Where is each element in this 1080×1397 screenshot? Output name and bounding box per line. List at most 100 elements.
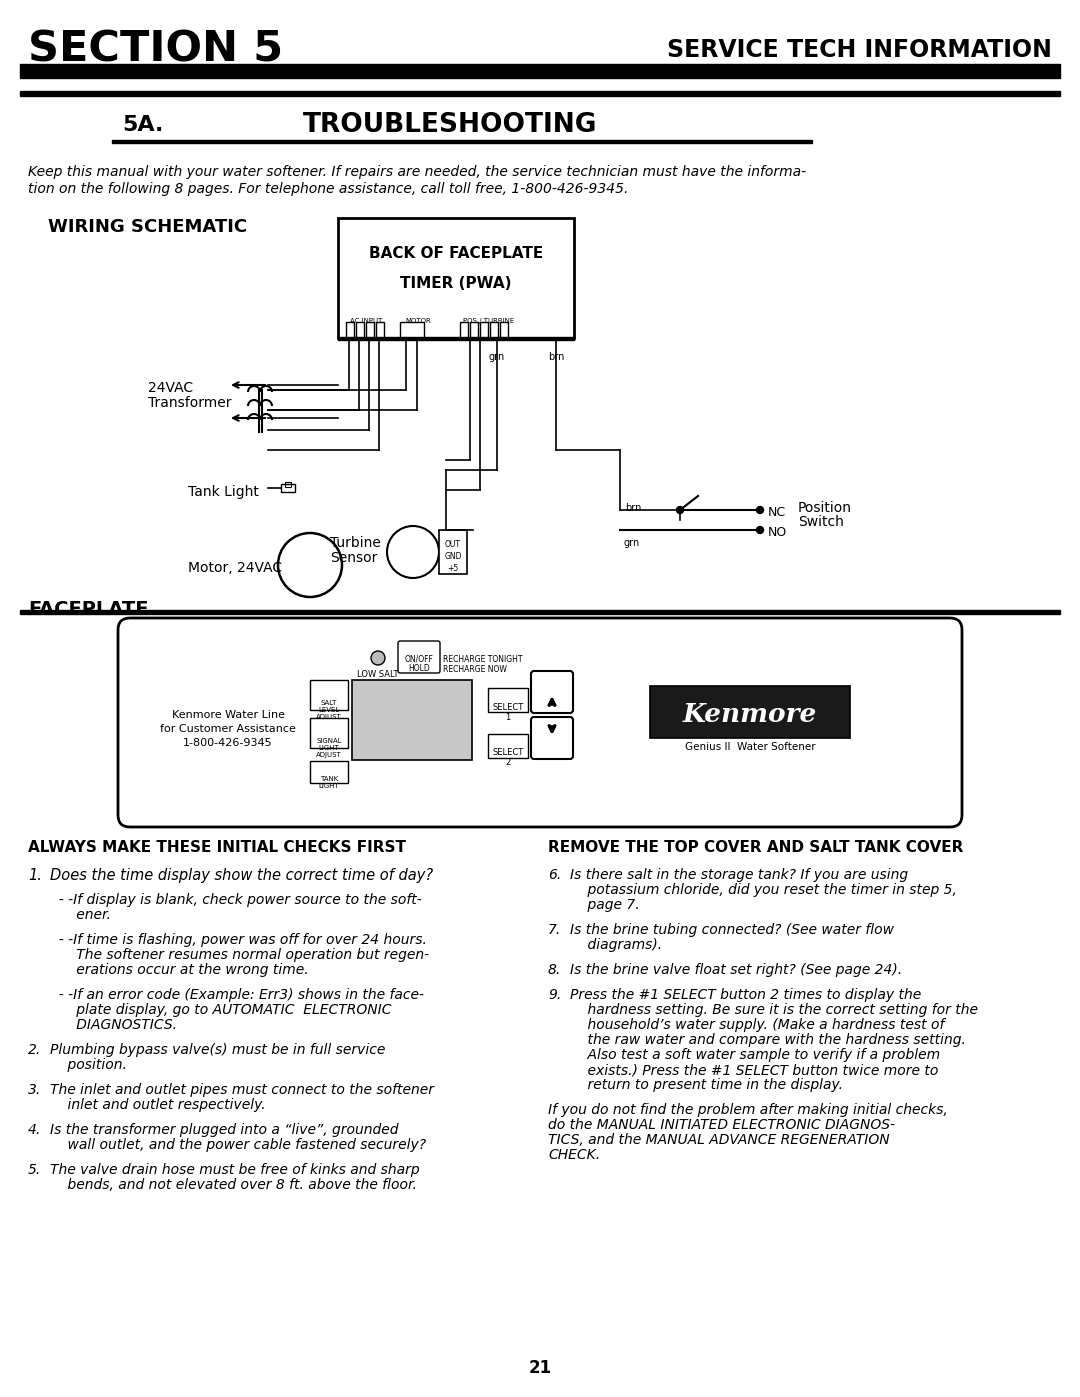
Text: 8.: 8. bbox=[548, 963, 562, 977]
Text: The inlet and outlet pipes must connect to the softener: The inlet and outlet pipes must connect … bbox=[50, 1083, 434, 1097]
Text: POS / TURBINE: POS / TURBINE bbox=[463, 319, 514, 324]
Text: erations occur at the wrong time.: erations occur at the wrong time. bbox=[50, 963, 309, 977]
Text: 9.: 9. bbox=[548, 988, 562, 1002]
Text: 6.: 6. bbox=[548, 868, 562, 882]
Text: Motor, 24VAC: Motor, 24VAC bbox=[188, 562, 282, 576]
Text: position.: position. bbox=[50, 1058, 126, 1071]
Bar bbox=[376, 321, 384, 338]
Text: Keep this manual with your water softener. If repairs are needed, the service te: Keep this manual with your water softene… bbox=[28, 165, 806, 179]
Text: Kenmore: Kenmore bbox=[683, 701, 818, 726]
Bar bbox=[310, 680, 348, 710]
Text: Position: Position bbox=[798, 502, 852, 515]
Text: brn: brn bbox=[548, 352, 564, 362]
Text: Genius II  Water Softener: Genius II Water Softener bbox=[685, 742, 815, 752]
Text: TIMER (PWA): TIMER (PWA) bbox=[401, 275, 512, 291]
Bar bbox=[112, 140, 812, 142]
Bar bbox=[490, 321, 498, 338]
Text: 5.: 5. bbox=[28, 1162, 41, 1178]
Text: SELECT
1: SELECT 1 bbox=[492, 703, 524, 722]
Text: FACEPLATE: FACEPLATE bbox=[28, 599, 149, 619]
Text: 21: 21 bbox=[528, 1359, 552, 1377]
Bar bbox=[281, 483, 295, 492]
Text: grn: grn bbox=[623, 538, 639, 548]
Text: potassium chloride, did you reset the timer in step 5,: potassium chloride, did you reset the ti… bbox=[570, 883, 957, 897]
Text: CHECK.: CHECK. bbox=[548, 1148, 600, 1162]
Bar bbox=[352, 680, 472, 760]
Bar bbox=[400, 321, 424, 338]
Bar bbox=[460, 321, 468, 338]
Text: NC: NC bbox=[768, 507, 786, 520]
Text: OUT: OUT bbox=[445, 541, 461, 549]
Text: Plumbing bypass valve(s) must be in full service: Plumbing bypass valve(s) must be in full… bbox=[50, 1044, 386, 1058]
Text: TANK
LIGHT: TANK LIGHT bbox=[319, 775, 339, 789]
Text: bends, and not elevated over 8 ft. above the floor.: bends, and not elevated over 8 ft. above… bbox=[50, 1178, 417, 1192]
Text: MOTOR: MOTOR bbox=[405, 319, 431, 324]
Circle shape bbox=[676, 507, 684, 514]
Text: page 7.: page 7. bbox=[570, 898, 639, 912]
Text: do the MANUAL INITIATED ELECTRONIC DIAGNOS-: do the MANUAL INITIATED ELECTRONIC DIAGN… bbox=[548, 1118, 895, 1132]
Bar bbox=[470, 321, 478, 338]
Bar bbox=[438, 529, 467, 574]
Bar bbox=[338, 218, 573, 338]
Text: ener.: ener. bbox=[50, 908, 111, 922]
Bar bbox=[488, 733, 528, 759]
Bar bbox=[480, 321, 488, 338]
Text: The valve drain hose must be free of kinks and sharp: The valve drain hose must be free of kin… bbox=[50, 1162, 420, 1178]
Text: 24VAC: 24VAC bbox=[148, 381, 193, 395]
Circle shape bbox=[372, 651, 384, 665]
Text: Sensor: Sensor bbox=[330, 550, 377, 564]
Text: - -If an error code (Example: Err3) shows in the face-: - -If an error code (Example: Err3) show… bbox=[50, 988, 424, 1002]
Text: grn: grn bbox=[489, 352, 505, 362]
Text: TICS, and the MANUAL ADVANCE REGENERATION: TICS, and the MANUAL ADVANCE REGENERATIO… bbox=[548, 1133, 890, 1147]
Text: return to present time in the display.: return to present time in the display. bbox=[570, 1078, 843, 1092]
Text: SECTION 5: SECTION 5 bbox=[28, 29, 283, 71]
Bar bbox=[285, 482, 291, 488]
Circle shape bbox=[756, 527, 764, 534]
Text: tion on the following 8 pages. For telephone assistance, call toll free, 1-800-4: tion on the following 8 pages. For telep… bbox=[28, 182, 629, 196]
Text: brn: brn bbox=[625, 503, 642, 513]
Bar bbox=[310, 718, 348, 747]
Text: Turbine: Turbine bbox=[330, 536, 381, 550]
Text: Is the brine valve float set right? (See page 24).: Is the brine valve float set right? (See… bbox=[570, 963, 902, 977]
Text: SERVICE TECH INFORMATION: SERVICE TECH INFORMATION bbox=[667, 38, 1052, 61]
Text: GND: GND bbox=[444, 552, 462, 562]
Bar bbox=[21, 64, 1059, 78]
Text: Kenmore Water Line
for Customer Assistance
1-800-426-9345: Kenmore Water Line for Customer Assistan… bbox=[160, 710, 296, 747]
Text: DIAGNOSTICS.: DIAGNOSTICS. bbox=[50, 1018, 177, 1032]
Text: ALWAYS MAKE THESE INITIAL CHECKS FIRST: ALWAYS MAKE THESE INITIAL CHECKS FIRST bbox=[28, 840, 406, 855]
Text: RECHARGE TONIGHT
RECHARGE NOW: RECHARGE TONIGHT RECHARGE NOW bbox=[443, 655, 523, 675]
FancyBboxPatch shape bbox=[118, 617, 962, 827]
Text: SALT
LEVEL
ADJUST: SALT LEVEL ADJUST bbox=[316, 700, 342, 719]
Text: 4.: 4. bbox=[28, 1123, 41, 1137]
Bar bbox=[21, 610, 1059, 615]
Text: the raw water and compare with the hardness setting.: the raw water and compare with the hardn… bbox=[570, 1032, 966, 1046]
Text: Also test a soft water sample to verify if a problem: Also test a soft water sample to verify … bbox=[570, 1048, 940, 1062]
Bar bbox=[21, 91, 1059, 96]
Text: The softener resumes normal operation but regen-: The softener resumes normal operation bu… bbox=[50, 949, 429, 963]
Text: SIGNAL
LIGHT
ADJUST: SIGNAL LIGHT ADJUST bbox=[316, 738, 342, 759]
FancyBboxPatch shape bbox=[399, 641, 440, 673]
Text: Press the #1 SELECT button 2 times to display the: Press the #1 SELECT button 2 times to di… bbox=[570, 988, 921, 1002]
Text: plate display, go to AUTOMATIC  ELECTRONIC: plate display, go to AUTOMATIC ELECTRONI… bbox=[50, 1003, 391, 1017]
Bar bbox=[650, 686, 850, 738]
Text: WIRING SCHEMATIC: WIRING SCHEMATIC bbox=[48, 218, 247, 236]
Bar bbox=[346, 321, 354, 338]
Text: Is there salt in the storage tank? If you are using: Is there salt in the storage tank? If yo… bbox=[570, 868, 908, 882]
Text: diagrams).: diagrams). bbox=[570, 937, 662, 951]
FancyBboxPatch shape bbox=[531, 671, 573, 712]
Text: +5: +5 bbox=[447, 564, 459, 573]
Text: Tank Light: Tank Light bbox=[188, 485, 259, 499]
FancyBboxPatch shape bbox=[531, 717, 573, 759]
Circle shape bbox=[756, 507, 764, 514]
Bar bbox=[366, 321, 374, 338]
Text: NO: NO bbox=[768, 527, 787, 539]
Text: AC INPUT: AC INPUT bbox=[350, 319, 382, 324]
Text: wall outlet, and the power cable fastened securely?: wall outlet, and the power cable fastene… bbox=[50, 1139, 427, 1153]
Text: 1.: 1. bbox=[28, 868, 42, 883]
Text: Switch: Switch bbox=[798, 515, 843, 529]
Text: 2.: 2. bbox=[28, 1044, 41, 1058]
Text: - -If time is flashing, power was off for over 24 hours.: - -If time is flashing, power was off fo… bbox=[50, 933, 427, 947]
Text: LOW SALT: LOW SALT bbox=[357, 671, 399, 679]
Text: SELECT
2: SELECT 2 bbox=[492, 747, 524, 767]
Text: hardness setting. Be sure it is the correct setting for the: hardness setting. Be sure it is the corr… bbox=[570, 1003, 978, 1017]
